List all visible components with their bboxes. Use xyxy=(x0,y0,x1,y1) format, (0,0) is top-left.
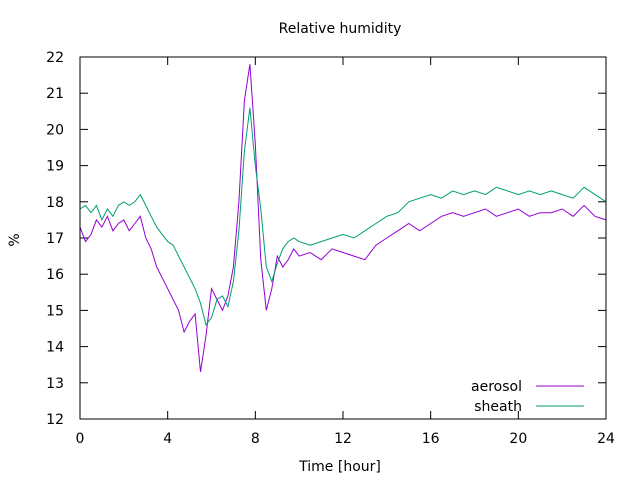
series-line-sheath xyxy=(79,107,607,327)
y-tick-label: 18 xyxy=(46,195,64,211)
legend-label: sheath xyxy=(474,399,522,415)
y-axis-label: % xyxy=(7,233,23,246)
chart-title: Relative humidity xyxy=(279,21,402,37)
y-tick-label: 12 xyxy=(46,412,64,428)
legend: aerosol sheath xyxy=(471,379,584,415)
x-tick-label: 0 xyxy=(76,431,85,447)
plot-lines xyxy=(79,64,607,372)
x-tick-label: 16 xyxy=(422,431,440,447)
y-tick-label: 15 xyxy=(46,303,64,319)
x-tick-label: 8 xyxy=(251,431,260,447)
y-tick-label: 13 xyxy=(46,376,64,392)
x-tick-label: 12 xyxy=(334,431,352,447)
legend-label: aerosol xyxy=(471,379,522,395)
series-line-aerosol xyxy=(79,64,607,372)
y-tick-label: 17 xyxy=(46,231,64,247)
x-axis-label: Time [hour] xyxy=(298,459,381,475)
x-tick-label: 24 xyxy=(597,431,615,447)
x-tick-label: 4 xyxy=(163,431,172,447)
plot-frame xyxy=(79,56,607,420)
y-tick-label: 14 xyxy=(46,340,64,356)
x-tick-label: 20 xyxy=(509,431,527,447)
y-tick-label: 19 xyxy=(46,159,64,175)
y-tick-label: 21 xyxy=(46,86,64,102)
y-tick-label: 16 xyxy=(46,267,64,283)
y-tick-label: 20 xyxy=(46,122,64,138)
y-tick-label: 22 xyxy=(46,50,64,66)
